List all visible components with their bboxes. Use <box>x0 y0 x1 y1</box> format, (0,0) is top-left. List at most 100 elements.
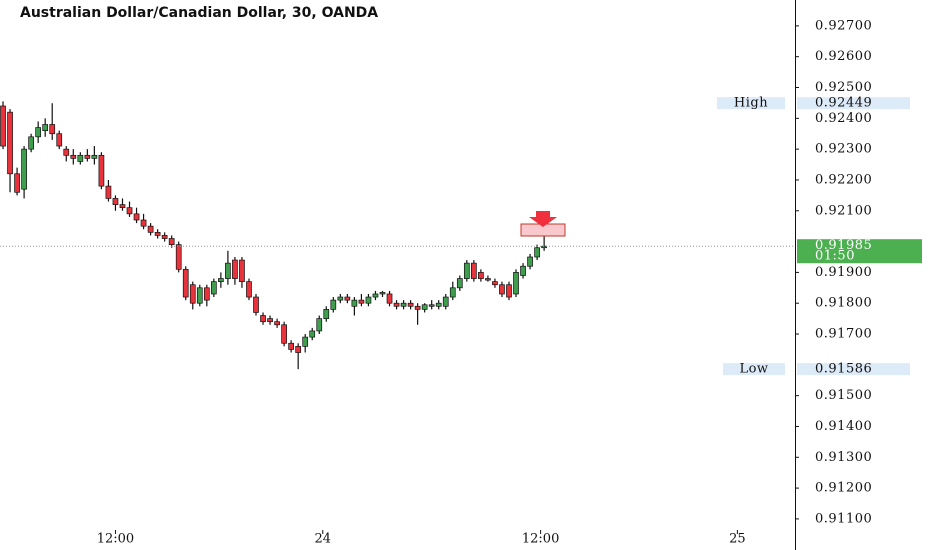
marker-tag-label: High <box>734 96 768 111</box>
candle-body <box>358 299 365 304</box>
candle-body <box>140 219 147 227</box>
candle-body <box>492 281 498 286</box>
y-tick-label: 0.91300 <box>815 450 872 465</box>
candle-body <box>63 148 70 156</box>
candle-body <box>246 281 252 298</box>
candle-body <box>330 299 337 310</box>
candle-body <box>218 278 224 282</box>
candle-body <box>414 305 421 310</box>
candle-body <box>499 284 505 295</box>
candle-body <box>428 304 435 307</box>
y-tick-label: 0.91400 <box>815 419 872 434</box>
candle-body <box>98 154 105 187</box>
marker-value-box <box>797 363 910 376</box>
candle-body <box>400 302 407 307</box>
marker-tag <box>723 363 785 376</box>
candle-body <box>154 231 161 236</box>
candle-body <box>478 272 484 279</box>
candle-body <box>442 296 449 307</box>
y-tick-label: 0.92200 <box>815 172 872 187</box>
candle-body <box>133 213 140 221</box>
candle-body <box>471 262 477 279</box>
x-tick-label: 25 <box>729 532 746 547</box>
candle-body <box>105 185 112 199</box>
candle-body <box>527 256 533 267</box>
candle-body <box>126 207 133 215</box>
y-tick-label: 0.92100 <box>815 203 872 218</box>
candle-body <box>14 173 20 193</box>
candle-body <box>288 342 294 350</box>
candle-body <box>281 324 287 344</box>
candle-body <box>463 262 470 279</box>
candle-body <box>541 245 547 249</box>
candle-body <box>196 287 203 304</box>
countdown-label: 01:50 <box>815 249 855 264</box>
marker-tag <box>717 97 785 110</box>
candle-body <box>393 302 400 307</box>
candle-body <box>534 247 540 258</box>
candle-body <box>239 259 245 282</box>
candle-body <box>372 293 379 298</box>
candle-body <box>147 225 154 233</box>
candle-body <box>189 284 196 304</box>
candle-body <box>337 296 344 301</box>
candle-body <box>485 278 491 281</box>
candle-body <box>112 198 119 205</box>
y-tick-label: 0.92400 <box>815 111 872 126</box>
candle-body <box>56 133 63 147</box>
candle-body <box>449 287 456 298</box>
candle-body <box>0 105 6 147</box>
candle-body <box>21 148 27 190</box>
y-tick-label: 0.91100 <box>815 511 872 526</box>
candle-body <box>421 304 428 310</box>
candle-body <box>7 111 13 175</box>
x-tick-label: 24 <box>314 532 331 547</box>
candle-body <box>161 235 168 239</box>
x-tick-label: 12:00 <box>522 532 559 547</box>
candle-body <box>379 292 386 295</box>
candle-body <box>456 278 463 289</box>
candle-body <box>316 318 323 332</box>
candle-body <box>210 281 217 295</box>
candle-body <box>513 272 519 295</box>
candle-body <box>175 244 182 270</box>
marker-tag-label: Low <box>739 362 768 377</box>
candle-body <box>84 154 91 159</box>
candle-body <box>386 293 393 304</box>
y-tick-label: 0.91800 <box>815 296 872 311</box>
candle-body <box>70 154 77 159</box>
marker-value-box <box>797 97 910 110</box>
candle-body <box>42 124 49 132</box>
y-tick-label: 0.92500 <box>815 80 872 95</box>
candle-body <box>274 321 280 326</box>
candle-body <box>225 262 231 279</box>
candle-body <box>295 345 302 353</box>
candle-body <box>49 124 56 135</box>
candle-body <box>351 299 358 307</box>
candle-body <box>344 296 351 301</box>
sell-signal <box>520 211 566 237</box>
candle-body <box>119 204 126 209</box>
y-tick-label: 0.92700 <box>815 18 872 33</box>
y-tick-label: 0.91900 <box>815 265 872 280</box>
candle-body <box>260 315 266 323</box>
last-price-label: 0.91985 <box>815 238 872 253</box>
marker-value-label: 0.92449 <box>815 96 872 111</box>
signal-arrow <box>529 211 557 227</box>
candle-body <box>506 284 512 298</box>
y-tick-label: 0.91500 <box>815 388 872 403</box>
x-tick-label: 12:00 <box>97 532 134 547</box>
candle-body <box>309 330 316 338</box>
y-tick-label: 0.91700 <box>815 327 872 342</box>
candle-body <box>253 296 259 313</box>
candle-body <box>435 302 442 307</box>
candle-body <box>520 265 526 276</box>
candle-body <box>182 268 189 298</box>
candle-body <box>302 336 309 347</box>
y-tick-label: 0.91200 <box>815 481 872 496</box>
candle-body <box>407 302 414 307</box>
candle-body <box>35 127 42 138</box>
candle-body <box>232 259 238 279</box>
candle-body <box>267 318 273 323</box>
